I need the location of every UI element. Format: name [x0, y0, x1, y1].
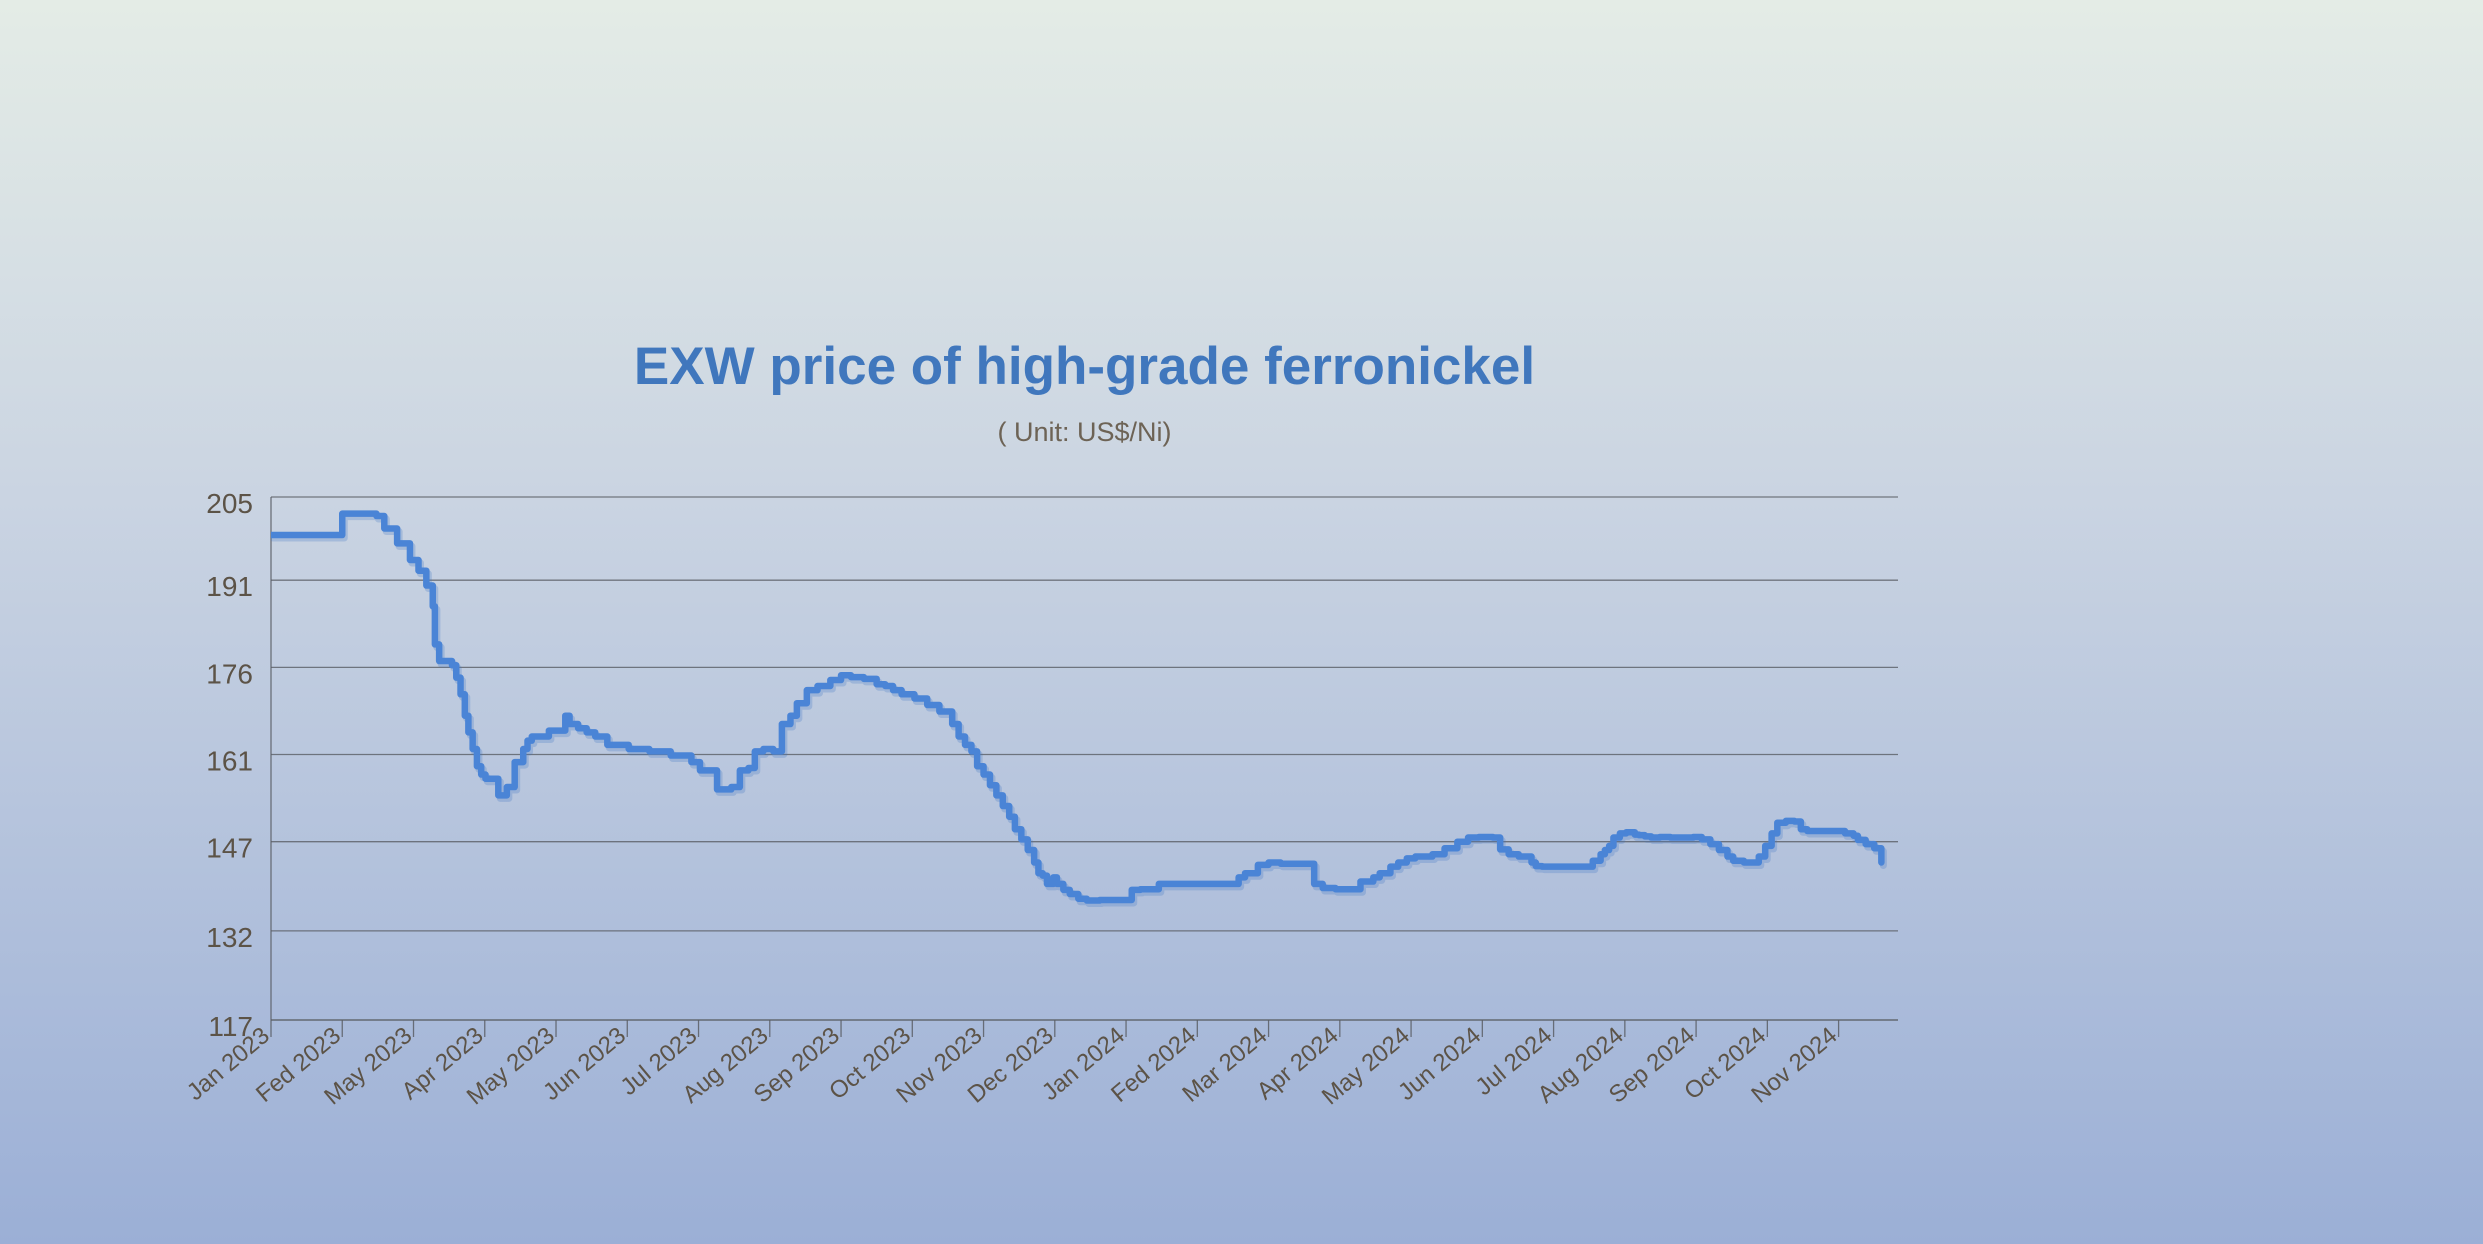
svg-text:191: 191 — [206, 571, 253, 602]
svg-text:161: 161 — [206, 746, 253, 777]
svg-text:147: 147 — [206, 833, 253, 864]
svg-text:176: 176 — [206, 658, 253, 689]
svg-text:205: 205 — [206, 488, 253, 519]
svg-text:132: 132 — [206, 922, 253, 953]
